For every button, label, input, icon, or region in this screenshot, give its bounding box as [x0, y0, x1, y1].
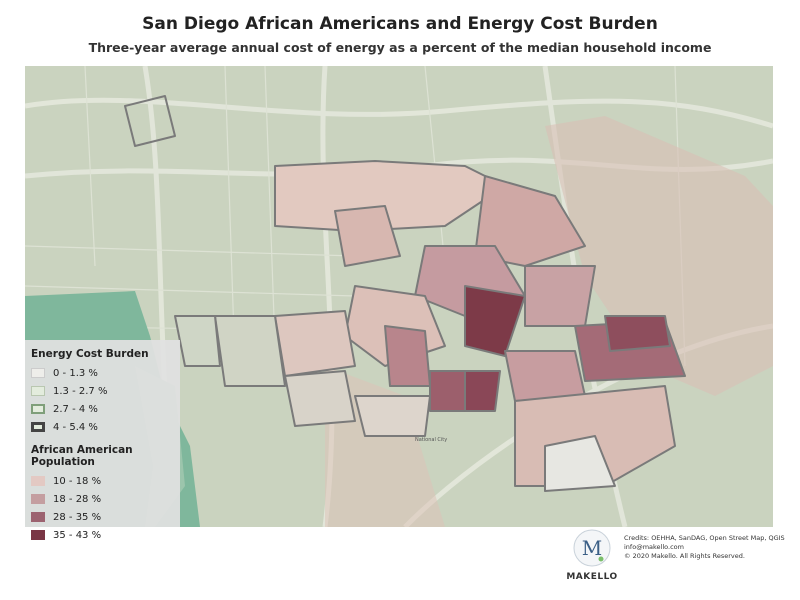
legend-label: 10 - 18 % [53, 475, 102, 487]
logo: M MAKELLO [566, 528, 618, 582]
legend-label: 4 - 5.4 % [53, 421, 98, 433]
logo-name: MAKELLO [566, 572, 618, 582]
legend-item: 1.3 - 2.7 % [31, 382, 180, 400]
legend-item: 4 - 5.4 % [31, 418, 180, 436]
legend-item: 2.7 - 4 % [31, 400, 180, 418]
map-label: National City [415, 437, 447, 443]
legend-label: 0 - 1.3 % [53, 367, 98, 379]
title: San Diego African Americans and Energy C… [142, 14, 658, 34]
legend-item: 0 - 1.3 % [31, 364, 180, 382]
logo-mark: M [573, 529, 611, 567]
credit-line: info@makello.com [624, 543, 684, 551]
legend-label: 2.7 - 4 % [53, 403, 98, 415]
legend-title: African American Population [31, 444, 133, 468]
subtitle: Three-year average annual cost of energy… [88, 40, 712, 55]
credits: Credits: OEHHA, SanDAG, Open Street Map,… [624, 534, 785, 561]
credit-line: © 2020 Makello. All Rights Reserved. [624, 552, 745, 560]
credit-line: Credits: OEHHA, SanDAG, Open Street Map,… [624, 534, 785, 542]
legend-title: Energy Cost Burden [31, 348, 149, 360]
legend-item: 18 - 28 % [31, 490, 180, 508]
logo-letter: M [582, 536, 602, 560]
legend-item: 10 - 18 % [31, 472, 180, 490]
legend-label: 1.3 - 2.7 % [53, 385, 108, 397]
legend-label: 18 - 28 % [53, 493, 102, 505]
legend-item: 35 - 43 % [31, 526, 180, 544]
legend-label: 35 - 43 % [53, 529, 102, 541]
legend: Energy Cost Burden 0 - 1.3 % 1.3 - 2.7 %… [25, 340, 180, 541]
legend-item: 28 - 35 % [31, 508, 180, 526]
legend-label: 28 - 35 % [53, 511, 102, 523]
